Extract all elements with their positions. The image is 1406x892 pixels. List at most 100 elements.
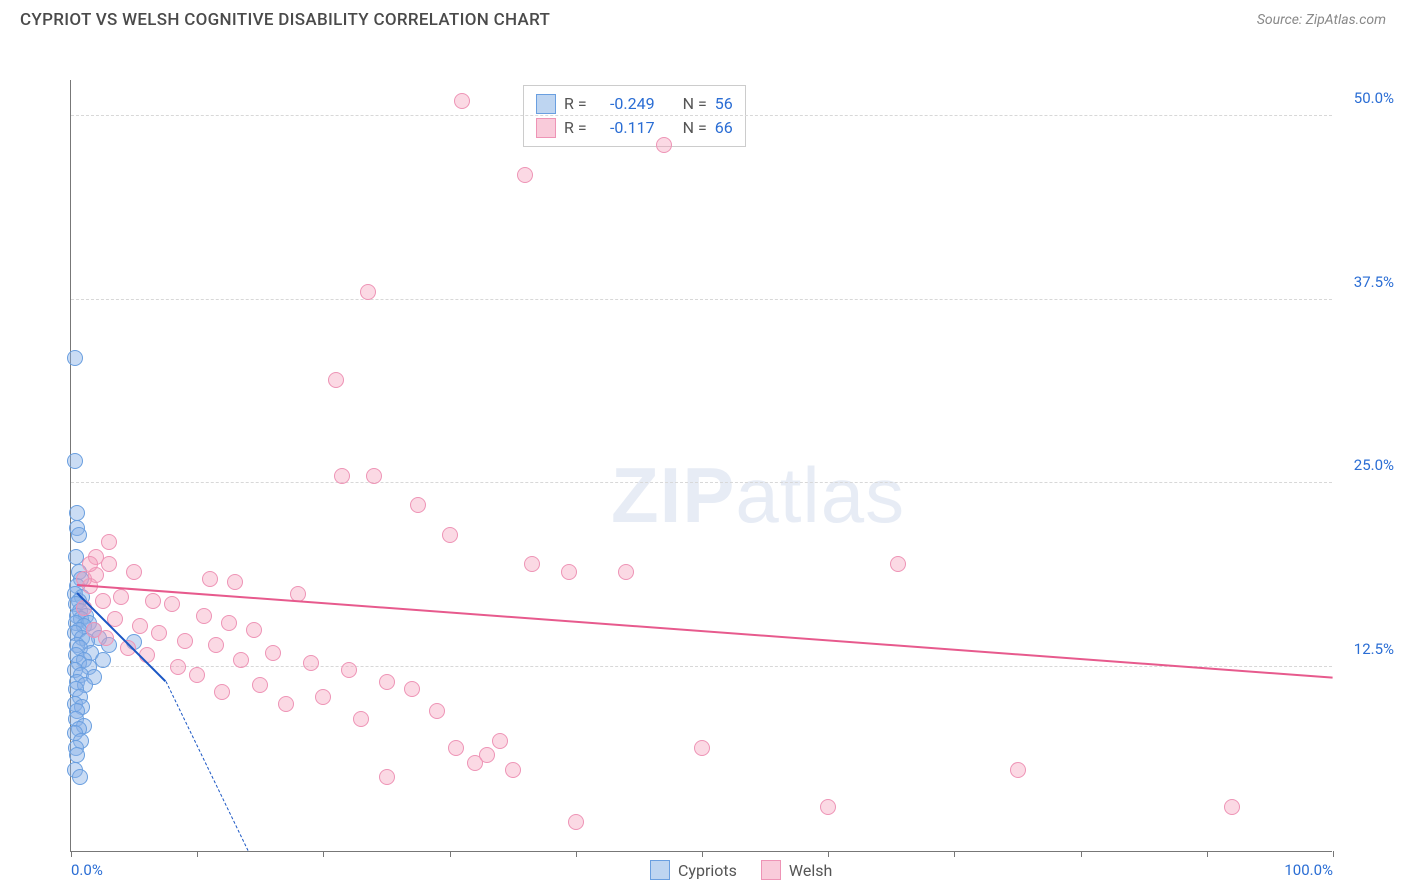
legend-row: R =-0.249N =56 <box>536 92 733 116</box>
data-point <box>69 505 85 521</box>
legend-swatch <box>761 860 781 880</box>
data-point <box>252 677 268 693</box>
legend-n-label: N = <box>683 92 707 116</box>
data-point <box>656 137 672 153</box>
data-point <box>208 637 224 653</box>
data-point <box>101 534 117 550</box>
data-point <box>170 659 186 675</box>
data-point <box>189 667 205 683</box>
data-point <box>145 593 161 609</box>
x-tick <box>71 851 72 857</box>
data-point <box>890 556 906 572</box>
data-point <box>366 468 382 484</box>
data-point <box>694 740 710 756</box>
data-point <box>404 681 420 697</box>
data-point <box>454 93 470 109</box>
x-tick-label: 0.0% <box>71 861 103 879</box>
data-point <box>353 711 369 727</box>
legend-item: Welsh <box>761 860 832 880</box>
data-point <box>221 615 237 631</box>
data-point <box>492 733 508 749</box>
data-point <box>69 747 85 763</box>
data-point <box>82 556 98 572</box>
x-tick <box>954 851 955 857</box>
data-point <box>177 633 193 649</box>
legend-swatch <box>536 94 556 114</box>
legend-r-label: R = <box>564 116 587 140</box>
x-tick <box>323 851 324 857</box>
y-tick-label: 12.5% <box>1354 640 1394 658</box>
data-point <box>71 527 87 543</box>
gridline <box>71 482 1332 483</box>
data-point <box>95 652 111 668</box>
data-point <box>1224 799 1240 815</box>
legend-n-value: 66 <box>715 116 733 140</box>
legend-swatch <box>650 860 670 880</box>
data-point <box>132 618 148 634</box>
legend-item: Cypriots <box>650 860 737 880</box>
data-point <box>568 814 584 830</box>
legend-r-label: R = <box>564 92 587 116</box>
correlation-legend: R =-0.249N =56R =-0.117N =66 <box>523 85 746 147</box>
trend-line-extension <box>165 681 248 851</box>
data-point <box>618 564 634 580</box>
data-point <box>202 571 218 587</box>
legend-swatch <box>536 118 556 138</box>
data-point <box>98 630 114 646</box>
data-point <box>164 596 180 612</box>
data-point <box>448 740 464 756</box>
y-tick-label: 50.0% <box>1354 89 1394 107</box>
series-legend: Cypriots Welsh <box>650 860 832 880</box>
x-tick <box>197 851 198 857</box>
legend-r-value: -0.117 <box>595 116 655 140</box>
chart-header: CYPRIOT VS WELSH COGNITIVE DISABILITY CO… <box>0 0 1406 36</box>
x-tick <box>1207 851 1208 857</box>
gridline <box>71 666 1332 667</box>
watermark: ZIPatlas <box>611 450 905 541</box>
data-point <box>379 769 395 785</box>
x-tick <box>702 851 703 857</box>
chart-source: Source: ZipAtlas.com <box>1257 12 1386 28</box>
data-point <box>429 703 445 719</box>
x-tick-label: 100.0% <box>1284 861 1333 879</box>
data-point <box>467 755 483 771</box>
x-tick <box>450 851 451 857</box>
data-point <box>151 625 167 641</box>
data-point <box>72 769 88 785</box>
legend-label: Welsh <box>789 861 832 880</box>
data-point <box>820 799 836 815</box>
data-point <box>303 655 319 671</box>
data-point <box>113 589 129 605</box>
data-point <box>561 564 577 580</box>
data-point <box>442 527 458 543</box>
watermark-bold: ZIP <box>611 451 735 539</box>
x-tick <box>828 851 829 857</box>
gridline <box>71 115 1332 116</box>
legend-n-value: 56 <box>715 92 733 116</box>
data-point <box>410 497 426 513</box>
plot-area: ZIPatlas R =-0.249N =56R =-0.117N =66 12… <box>70 80 1332 852</box>
chart-title: CYPRIOT VS WELSH COGNITIVE DISABILITY CO… <box>20 10 550 30</box>
data-point <box>95 593 111 609</box>
data-point <box>227 574 243 590</box>
data-point <box>196 608 212 624</box>
y-tick-label: 37.5% <box>1354 273 1394 291</box>
data-point <box>334 468 350 484</box>
data-point <box>505 762 521 778</box>
data-point <box>360 284 376 300</box>
data-point <box>233 652 249 668</box>
data-point <box>379 674 395 690</box>
y-tick-label: 25.0% <box>1354 456 1394 474</box>
data-point <box>341 662 357 678</box>
data-point <box>517 167 533 183</box>
legend-n-label: N = <box>683 116 707 140</box>
gridline <box>71 299 1332 300</box>
x-tick <box>1081 851 1082 857</box>
data-point <box>67 350 83 366</box>
data-point <box>214 684 230 700</box>
x-tick <box>576 851 577 857</box>
x-tick <box>1333 851 1334 857</box>
data-point <box>126 564 142 580</box>
data-point <box>246 622 262 638</box>
data-point <box>315 689 331 705</box>
